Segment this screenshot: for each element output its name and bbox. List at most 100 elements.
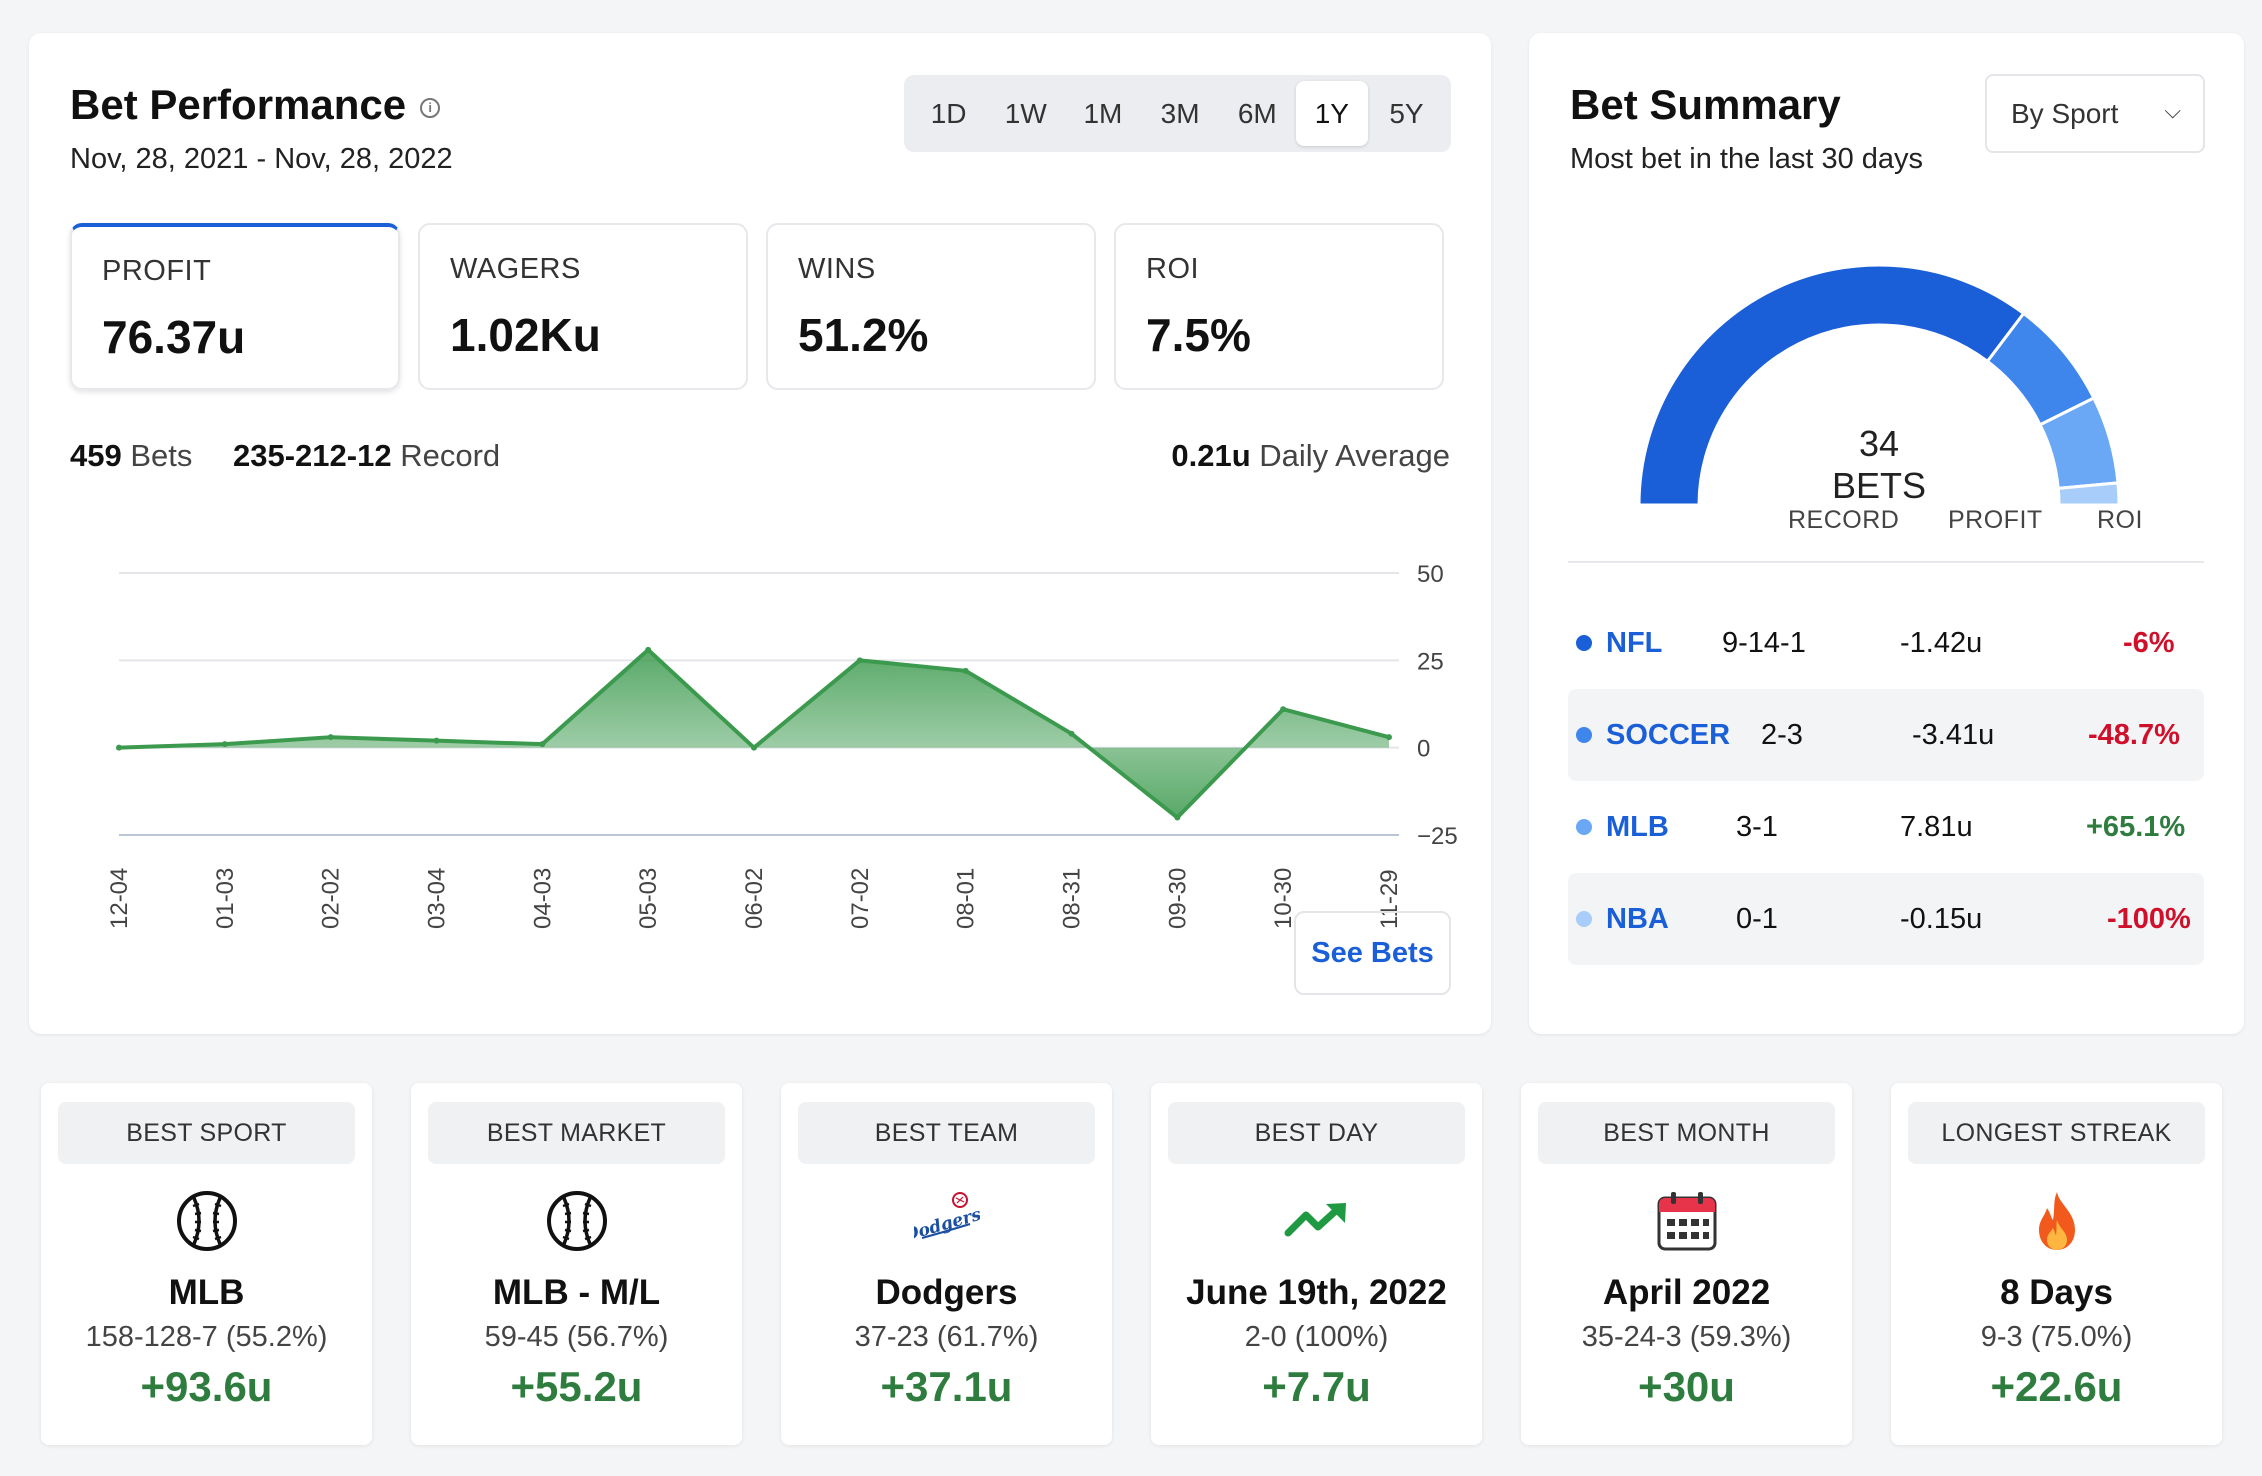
card-header: BEST MARKET <box>428 1102 725 1164</box>
row-profit: -1.42u <box>1900 627 1983 659</box>
data-point[interactable] <box>1174 814 1181 821</box>
best-day-card[interactable]: BEST DAY June 19th, 2022 2-0 (100%) +7.7… <box>1151 1083 1482 1445</box>
info-icon[interactable]: i <box>420 97 441 118</box>
data-point[interactable] <box>116 744 122 751</box>
record-summary: 235-212-12 Record <box>233 438 501 473</box>
gauge-label: BETS <box>1832 465 1926 506</box>
x-tick-label: 02-02 <box>318 868 345 929</box>
see-bets-button[interactable]: See Bets <box>1294 911 1451 995</box>
table-row[interactable]: SOCCER 2-3 -3.41u -48.7% <box>1568 689 2204 781</box>
card-record: 158-128-7 (55.2%) <box>85 1321 328 1353</box>
stat-label: ROI <box>1146 253 1200 285</box>
data-point[interactable] <box>751 744 757 751</box>
stat-value: 1.02Ku <box>450 309 601 361</box>
card-record: 37-23 (61.7%) <box>854 1321 1039 1353</box>
dot-icon <box>1576 819 1592 835</box>
table-row[interactable]: NFL 9-14-1 -1.42u -6% <box>1568 597 2204 689</box>
row-record: 0-1 <box>1736 903 1778 935</box>
stat-label: WAGERS <box>450 253 581 285</box>
dot-icon <box>1576 635 1592 651</box>
best-month-card[interactable]: BEST MONTH April 2022 35-24-3 (59.3%) +3… <box>1521 1083 1852 1445</box>
calendar-icon <box>1654 1188 1720 1254</box>
table-row[interactable]: MLB 3-1 7.81u +65.1% <box>1568 781 2204 873</box>
trending-up-icon <box>1284 1188 1350 1254</box>
dot-icon <box>1576 911 1592 927</box>
data-point[interactable] <box>433 737 440 744</box>
best-sport-card[interactable]: BEST SPORT MLB 158-128-7 (55.2%) +93.6u <box>41 1083 372 1445</box>
range-3m[interactable]: 3M <box>1160 98 1200 129</box>
area-negative <box>119 747 1389 818</box>
card-record: 2-0 (100%) <box>1244 1321 1389 1353</box>
card-name: Dodgers <box>875 1273 1018 1312</box>
row-profit: 7.81u <box>1900 811 1973 843</box>
data-point[interactable] <box>962 667 969 674</box>
data-point[interactable] <box>1386 734 1392 741</box>
gauge-segment-nfl[interactable] <box>1637 263 2026 507</box>
stat-value: 76.37u <box>102 311 246 363</box>
x-tick-label: 07-02 <box>847 868 874 929</box>
x-tick-label: 11-29 <box>1376 869 1403 929</box>
card-record: 59-45 (56.7%) <box>484 1321 669 1353</box>
divider <box>1568 561 2204 563</box>
data-point[interactable] <box>221 741 228 748</box>
card-units: +22.6u <box>1990 1363 2123 1410</box>
data-point[interactable] <box>1068 730 1075 737</box>
range-1w[interactable]: 1W <box>1004 98 1047 129</box>
sport-name[interactable]: NBA <box>1606 903 1669 935</box>
range-6m[interactable]: 6M <box>1237 98 1277 129</box>
card-header: LONGEST STREAK <box>1908 1102 2205 1164</box>
x-tick-label: 01-03 <box>212 868 239 929</box>
area-positive <box>119 649 1389 748</box>
sport-name[interactable]: NFL <box>1606 627 1663 659</box>
card-units: +37.1u <box>880 1363 1013 1410</box>
best-market-card[interactable]: BEST MARKET MLB - M/L 59-45 (56.7%) +55.… <box>411 1083 742 1445</box>
table-row[interactable]: NBA 0-1 -0.15u -100% <box>1568 873 2204 965</box>
range-1y[interactable]: 1Y <box>1295 81 1368 146</box>
card-header: BEST MONTH <box>1538 1102 1835 1164</box>
data-point[interactable] <box>1280 706 1287 713</box>
summary-subtitle: Most bet in the last 30 days <box>1570 143 1924 175</box>
baseball-icon <box>174 1188 240 1254</box>
best-team-card[interactable]: BEST TEAM Dodgers Dodgers 37-23 (61.7%) … <box>781 1083 1112 1445</box>
stat-label: WINS <box>798 253 876 285</box>
x-tick-label: 03-04 <box>424 868 451 929</box>
sport-name[interactable]: SOCCER <box>1606 719 1731 751</box>
data-point[interactable] <box>645 646 652 653</box>
y-tick-label: 25 <box>1417 648 1444 675</box>
row-roi: -6% <box>2123 627 2175 659</box>
stat-roi[interactable]: ROI 7.5% <box>1114 223 1444 390</box>
range-1d[interactable]: 1D <box>930 98 967 129</box>
card-name: MLB <box>168 1273 245 1312</box>
card-header: BEST DAY <box>1168 1102 1465 1164</box>
group-by-dropdown[interactable]: By Sport ⌵ <box>1985 74 2205 153</box>
card-units: +93.6u <box>140 1363 273 1410</box>
bets-count: 459 Bets <box>70 438 193 473</box>
gauge-count: 34 <box>1859 423 1899 464</box>
range-5y[interactable]: 5Y <box>1389 98 1424 129</box>
time-range-selector: 1D 1W 1M 3M 6M 1Y 5Y <box>904 75 1451 152</box>
stat-value: 7.5% <box>1146 309 1251 361</box>
x-tick-label: 08-01 <box>953 868 980 929</box>
stat-wagers[interactable]: WAGERS 1.02Ku <box>418 223 748 390</box>
card-units: +30u <box>1638 1363 1735 1410</box>
card-units: +7.7u <box>1262 1363 1371 1410</box>
longest-streak-card[interactable]: LONGEST STREAK 8 Days 9-3 (75.0%) +22.6u <box>1891 1083 2222 1445</box>
card-name: April 2022 <box>1602 1273 1771 1312</box>
stat-profit[interactable]: PROFIT 76.37u <box>70 223 400 390</box>
baseball-icon <box>544 1188 610 1254</box>
data-point[interactable] <box>539 741 546 748</box>
dropdown-value: By Sport <box>2011 97 2119 129</box>
row-profit: -0.15u <box>1900 903 1983 935</box>
data-point[interactable] <box>856 657 863 664</box>
summary-title: Bet Summary <box>1570 81 1841 128</box>
card-name: MLB - M/L <box>492 1273 661 1312</box>
stat-wins[interactable]: WINS 51.2% <box>766 223 1096 390</box>
sport-name[interactable]: MLB <box>1606 811 1669 843</box>
row-roi: -100% <box>2107 903 2191 935</box>
range-1m[interactable]: 1M <box>1083 98 1123 129</box>
data-point[interactable] <box>327 734 334 741</box>
gauge-segment-nba[interactable] <box>2056 481 2121 507</box>
chevron-down-icon: ⌵ <box>2164 98 2181 123</box>
x-tick-label: 09-30 <box>1164 868 1191 929</box>
